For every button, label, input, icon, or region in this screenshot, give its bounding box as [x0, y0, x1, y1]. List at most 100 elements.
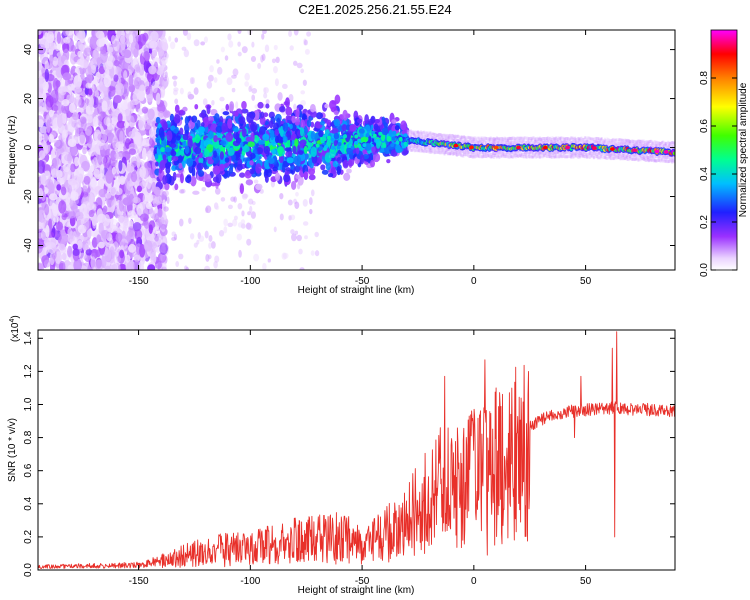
spectrogram-cell: [89, 165, 95, 172]
spectrogram-cell: [242, 145, 250, 153]
spectrogram-cell: [294, 138, 299, 147]
spectrogram-cell: [227, 147, 235, 156]
spectrogram-cell: [236, 233, 243, 241]
spectrogram-cell: [189, 233, 195, 240]
spectrogram-cell: [109, 219, 119, 230]
spectrogram-cell: [83, 47, 92, 57]
spectrogram-cell: [164, 162, 171, 169]
spectrogram-cell: [73, 96, 82, 107]
spectrogram-cell: [218, 229, 225, 237]
spectrogram-cell: [263, 92, 268, 99]
spectrogram-cell: [370, 115, 376, 124]
spectrogram-cell: [125, 163, 135, 172]
spectrogram-cell: [76, 31, 85, 40]
spectrogram-cell: [152, 57, 161, 64]
spectrogram-cell: [56, 169, 63, 179]
spectrogram-cell: [45, 39, 50, 51]
spectrogram-cell: [126, 180, 134, 192]
spectrogram-cell: [236, 163, 243, 171]
spectrogram-cell: [300, 90, 306, 95]
spectrogram-cell: [106, 55, 116, 67]
spectrogram-cell: [139, 165, 147, 179]
spectrogram-cell: [261, 53, 266, 61]
spectrogram-cell: [157, 208, 163, 218]
spectrogram-cell: [257, 139, 266, 145]
spectrogram-cell: [178, 218, 184, 227]
spectrogram-cell: [125, 109, 131, 121]
spectrogram-cell: [360, 154, 365, 165]
spectrogram-cell: [179, 127, 184, 135]
spectrogram-cell: [250, 132, 255, 143]
spectrogram-cell: [84, 124, 93, 136]
spectrogram-cell: [150, 30, 159, 42]
spectrogram-cell: [69, 231, 75, 240]
spectrogram-cell: [180, 188, 186, 194]
spectrogram-cell: [235, 101, 239, 109]
spectrogram-cell: [143, 122, 151, 130]
spectrogram-cell: [255, 183, 263, 190]
spectrogram-cell: [241, 100, 247, 110]
spectrogram-cell: [238, 249, 242, 258]
spectrogram-cell: [157, 40, 163, 48]
spectrogram-cell: [149, 205, 154, 217]
spectrogram-cell: [220, 197, 226, 202]
spectrogram-cell: [193, 39, 200, 47]
spectrogram-cell: [67, 152, 72, 165]
spectrogram-cell: [302, 221, 309, 226]
spectrogram-cell: [304, 48, 310, 55]
spectrogram-cell: [204, 230, 209, 239]
spectrogram-cell: [140, 213, 149, 222]
spectrogram-cell: [170, 150, 177, 157]
spectrogram-cell: [112, 136, 119, 149]
spectrogram-cell: [342, 159, 349, 169]
spectrogram-cell: [185, 175, 192, 184]
spectrogram-cell: [269, 120, 274, 129]
spectrogram-cell: [241, 127, 247, 138]
spectrogram-cell: [224, 157, 230, 163]
spectrogram-cell: [229, 101, 235, 112]
spectrogram-cell: [164, 71, 168, 79]
spectrogram-cell: [74, 126, 80, 137]
spectrogram-cell: [61, 212, 68, 221]
spectrogram-cell: [346, 168, 352, 174]
spectrogram-cell: [98, 37, 105, 48]
spectrogram-cell: [134, 229, 143, 241]
spectrogram-cell: [129, 219, 134, 229]
spectrogram-cell: [38, 150, 46, 159]
spectrogram-cell: [178, 162, 183, 169]
spectrogram-cell: [369, 159, 376, 168]
spectrogram-cell: [295, 191, 299, 197]
spectrogram-cell: [244, 72, 250, 81]
spectrogram-cell: [58, 260, 66, 270]
spectrogram-cell: [288, 30, 293, 38]
spectrogram-cell: [52, 105, 59, 112]
spectrogram-cell: [273, 66, 278, 74]
spectrogram-cell: [291, 115, 296, 124]
spectrogram-cell: [93, 76, 100, 84]
spectrogram-cell: [274, 135, 280, 144]
spectrogram-cell: [342, 109, 348, 121]
spectrogram-cell: [200, 122, 205, 127]
spectrogram-cell: [65, 192, 71, 205]
spectrogram-cell: [55, 221, 63, 231]
spectrogram-cell: [211, 99, 215, 106]
spectrogram-cell: [155, 92, 161, 105]
spectrogram-cell: [284, 170, 290, 176]
spectrogram-cell: [290, 214, 296, 221]
spectrogram-cell: [125, 254, 131, 263]
spectrogram-cell: [262, 133, 270, 141]
spectrogram-cell: [321, 169, 329, 175]
spectrogram-cell: [143, 51, 150, 62]
spectrogram-cell: [296, 62, 303, 69]
spectrogram-cell: [137, 33, 147, 46]
spectrogram-cell: [295, 107, 300, 119]
spectrogram-cell: [166, 130, 173, 142]
spectrogram-cell: [194, 104, 199, 110]
spectrogram-cell: [217, 66, 223, 75]
spectrogram-cell: [38, 187, 43, 199]
spectrogram-cell: [207, 158, 214, 165]
spectrogram-cell: [302, 199, 308, 207]
spectrogram-cell: [308, 157, 313, 167]
spectrogram-cell: [173, 113, 181, 124]
